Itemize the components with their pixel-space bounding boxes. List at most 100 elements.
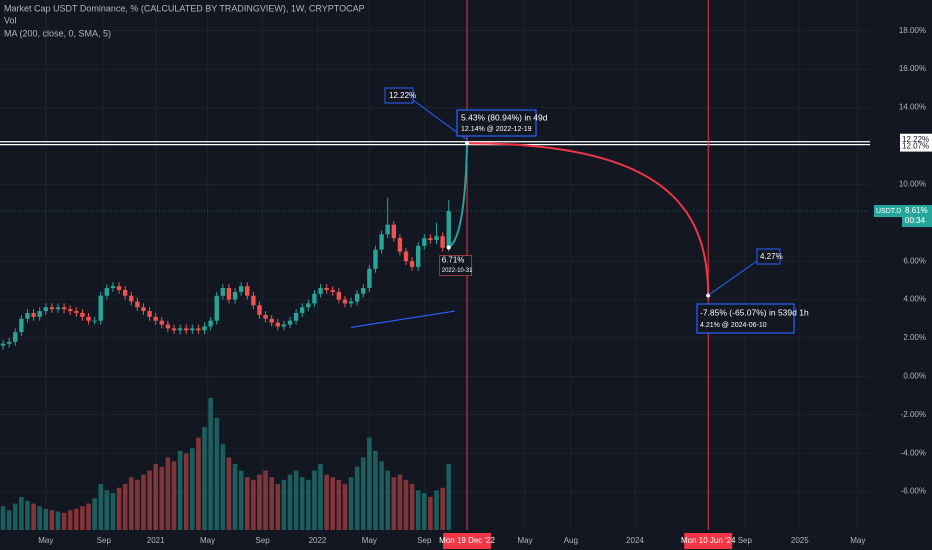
plot [0,197,452,530]
volume-bar [86,503,91,530]
volume-bar [422,493,427,530]
volume-bar [208,398,213,530]
candle-body [409,261,415,267]
volume-bar [409,483,415,530]
volume-bar [336,479,342,530]
candle-body [74,311,79,314]
candle-body [403,251,409,262]
volume-bar [220,444,226,530]
candle-body [361,288,366,294]
candle-body [287,320,293,325]
volume-bar [263,470,268,530]
volume-bar [348,477,354,530]
y-tick-label: -4.00% [901,448,926,457]
volume-bar [330,477,336,530]
candle-body [25,313,30,319]
candle-body [202,326,207,331]
volume-bar [403,479,409,530]
candle-body [232,291,238,300]
candle-body [135,301,140,308]
candle-body [379,234,384,250]
x-tick-label: May [200,536,215,545]
indicator: MA (200, close, 0, SMA, 5) [4,28,111,38]
volume-bar [74,508,79,530]
callout-box [756,248,781,265]
volume-bar [287,474,293,530]
candle-body [61,307,67,310]
marker-label: Mon 19 Dec '22 [439,536,495,545]
volume-bar [306,479,311,530]
volume-bar [165,457,171,530]
info-text: 12.14% @ 2022-12-19 [461,126,532,133]
candle-body [238,286,244,292]
volume-bar [293,470,299,530]
indicator: Vol [4,15,17,25]
marker-tag [684,533,733,549]
price-tag [874,205,902,218]
volume-bar [55,511,61,530]
candle-body [251,295,256,306]
volume-bar [244,477,250,530]
candle-body [92,320,97,322]
y-tick-label: 10.00% [899,179,926,188]
volume-bar [379,461,384,530]
candle-body [220,288,226,296]
candle-body [318,288,323,294]
marker-tag [443,533,492,549]
price-label: 8.61% [905,206,928,215]
volume-bar [232,464,238,530]
y-tick-label: -6.00% [901,487,926,496]
candle-body [312,293,317,304]
candle-body [324,288,329,290]
candle-body [208,320,213,327]
volume-bar [226,457,232,530]
volume-bar [440,487,445,530]
x-tick-label: Sep [417,536,432,545]
candle-body [49,307,55,310]
low-date: 2022-10-31 [442,268,473,274]
volume-bar [19,497,24,530]
volume-bar [202,427,207,530]
candle-body [348,301,354,304]
x-tick-label: Sep [255,536,270,545]
x-tick-label: Aug [564,536,578,545]
candle-body [184,328,189,331]
candle-body [98,295,103,321]
volume-bar [434,490,439,530]
volume-bar [183,453,189,530]
candle-body [37,311,42,317]
candle-body [269,318,274,323]
candle-body [397,238,403,252]
volume-bar [147,470,152,530]
low-label: 6.71% [442,256,465,265]
volume-bar [116,487,122,530]
level-label: 12.07% [902,142,929,151]
candle-body [245,286,250,296]
info-text: 5.43% (80.94%) in 49d [461,112,548,122]
volume-bar [385,470,390,530]
level-tag [900,140,932,152]
volume-bar [269,477,274,530]
level-tag [900,133,932,145]
anchor-point [465,141,470,146]
candle-body [122,289,128,296]
info-text: -7.85% (-65.07%) in 539d 1h [700,307,809,317]
candle-body [440,236,445,248]
candle-body [428,238,433,241]
low-tag [439,255,473,276]
volume-bar [159,466,165,530]
candle-body [159,320,164,325]
volume-bar [324,474,329,530]
volume-bar [281,479,287,530]
volume-bar [342,483,348,530]
volume-bar [397,474,403,530]
x-tick-label: 2024 [626,536,644,545]
volume-bar [275,483,281,530]
volume-bar [37,506,42,530]
candle-body [293,313,299,321]
candle-body [55,307,61,310]
candle-body [416,245,421,267]
candle-body [342,299,348,304]
volume-bar [196,437,201,530]
volume-bar [61,512,67,530]
